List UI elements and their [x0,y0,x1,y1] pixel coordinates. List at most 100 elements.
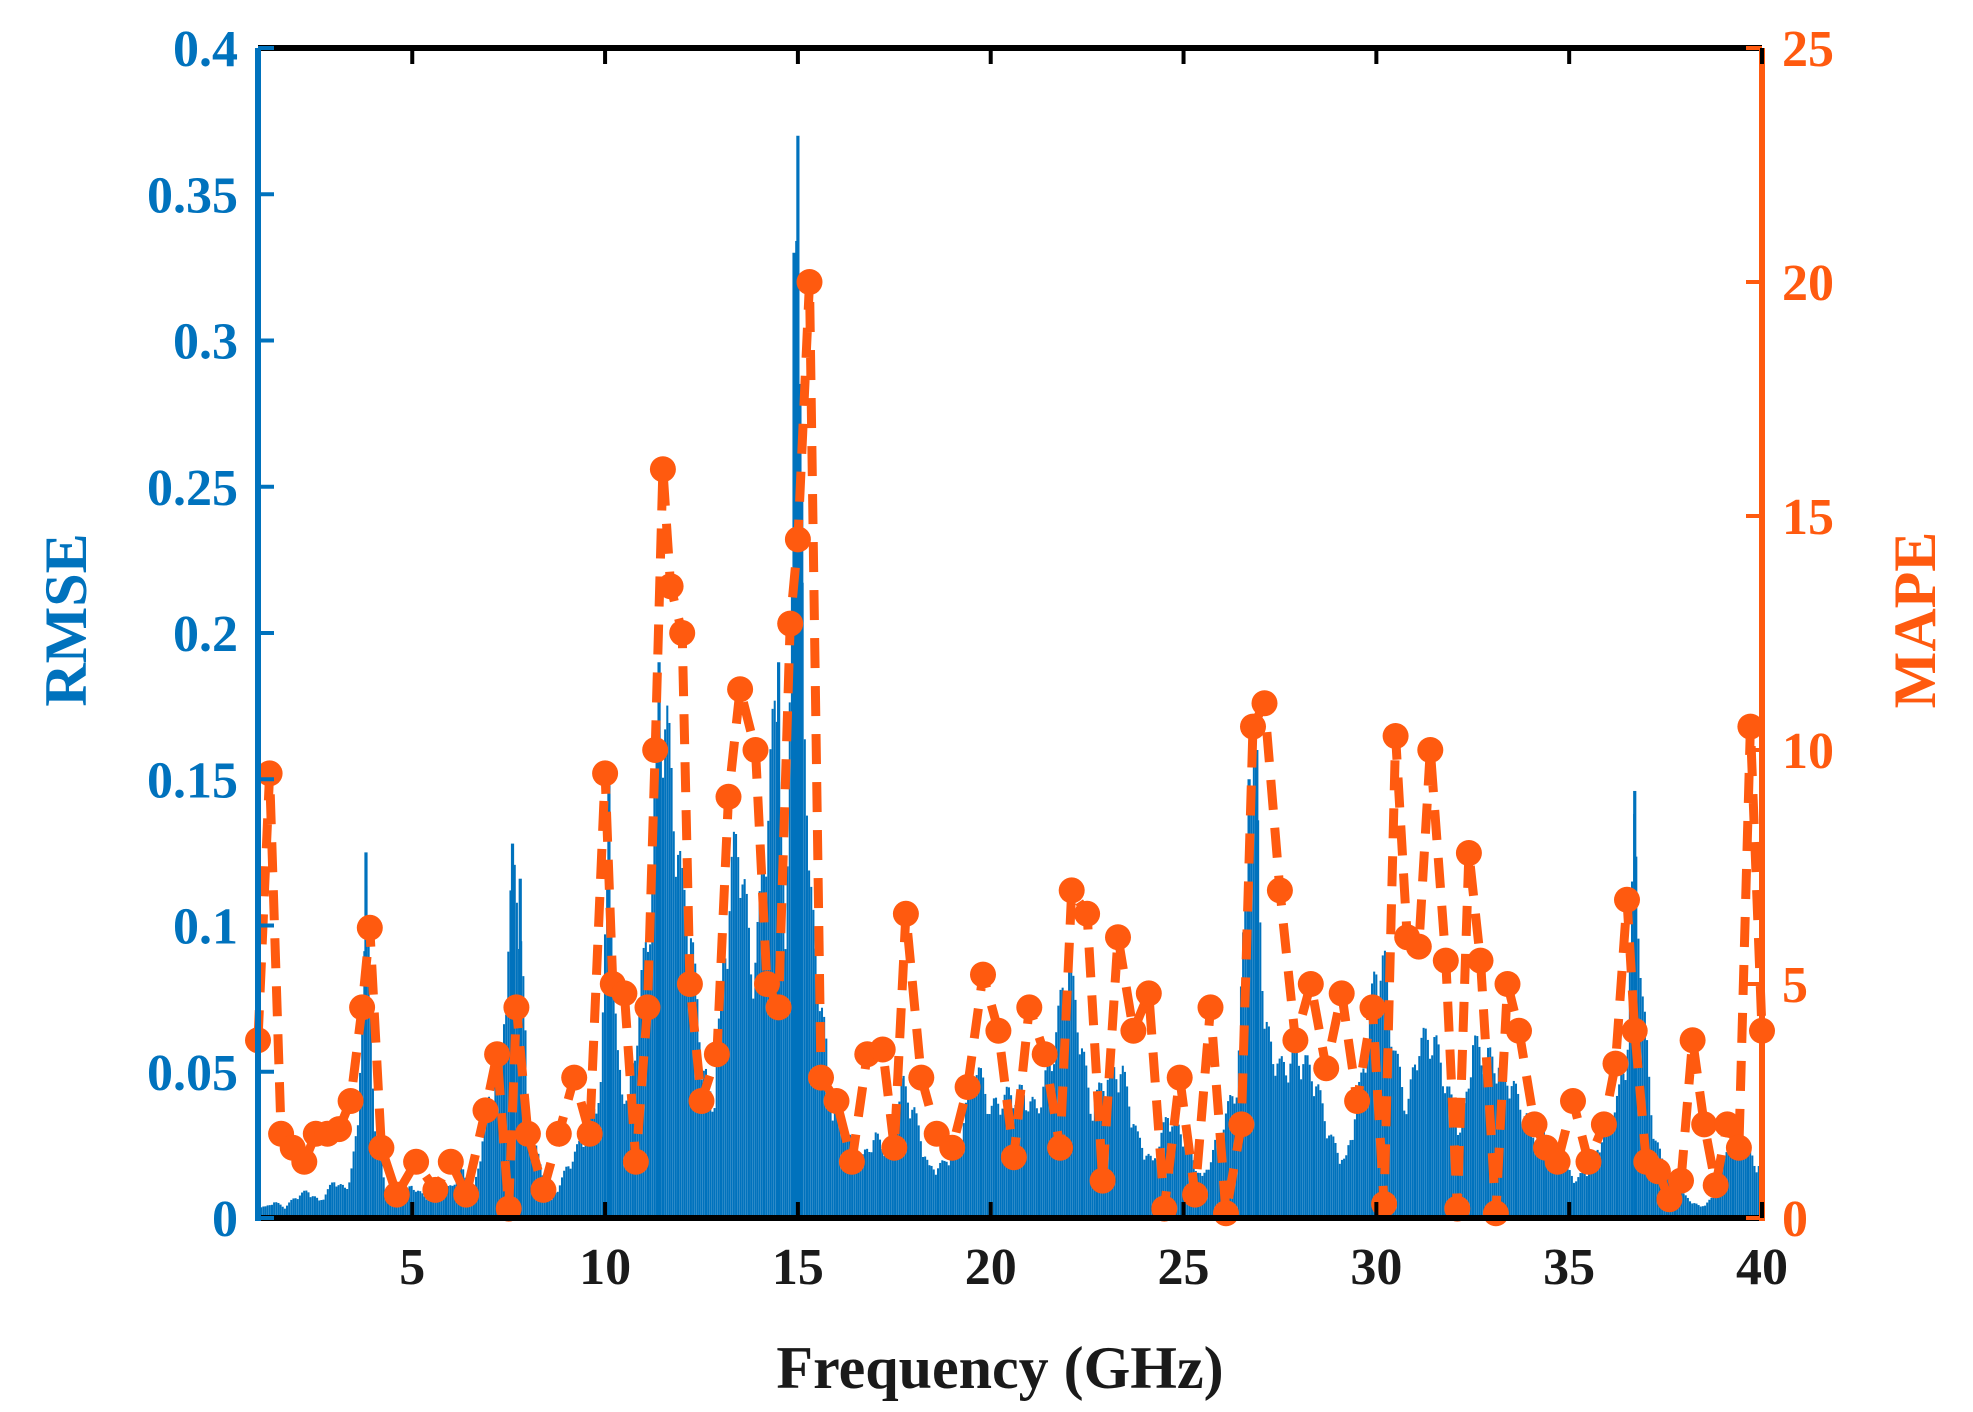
rmse-bar [1566,1166,1569,1218]
rmse-bar [939,1162,942,1218]
rmse-bar [1343,1158,1346,1218]
rmse-bar [887,1147,890,1218]
rmse-bar [313,1196,316,1218]
rmse-bar [812,909,815,1218]
rmse-bar [1302,1064,1305,1218]
rmse-bar [586,1127,589,1218]
rmse-peak-bar [364,852,368,1219]
rmse-bar [1325,1138,1328,1218]
rmse-bar [1334,1142,1337,1218]
rmse-bar [1293,1046,1296,1218]
rmse-bar [765,876,768,1218]
rmse-bar [982,1077,985,1218]
rmse-bar [1330,1134,1333,1218]
mape-point [838,1148,865,1175]
rmse-bar [898,1101,901,1218]
mape-point [383,1181,410,1208]
rmse-bar [881,1149,884,1218]
rmse-bar [309,1197,312,1218]
rmse-bar [732,831,735,1218]
rmse-bar [1250,800,1253,1218]
rmse-bar [1089,1113,1092,1218]
rmse-bar [1682,1193,1685,1218]
rmse-bar [331,1182,334,1218]
rmse-bar [545,1189,548,1218]
rmse-bar [316,1197,319,1218]
rmse-bar [846,1134,849,1218]
rmse-bar [855,1160,858,1218]
rmse-bar [988,1114,991,1218]
rmse-bar [838,1111,841,1218]
x-tick-label: 15 [772,1239,824,1296]
rmse-bar [1078,1054,1081,1218]
mape-line-series [245,269,1775,1227]
mape-point [349,994,376,1021]
rmse-bar [859,1162,862,1218]
mape-point [356,914,383,941]
rmse-bar [391,1197,394,1218]
rmse-bar [288,1202,291,1218]
rmse-bar [1233,1103,1236,1218]
rmse-bar [425,1199,428,1218]
mape-point [796,269,823,295]
rmse-bar [709,1091,712,1218]
rmse-bar [1145,1155,1148,1218]
mape-point [1417,737,1444,763]
mape-point [484,1041,511,1068]
rmse-bar [1491,1056,1494,1218]
rmse-bar [1259,922,1262,1218]
rmse-bar [1186,1142,1189,1218]
rmse-bar [402,1197,405,1218]
rmse-bar [563,1170,566,1218]
rmse-bar [831,1120,834,1218]
rmse-bar [569,1168,572,1218]
rmse-bar [1319,1090,1322,1218]
mape-point [1668,1167,1694,1194]
rmse-bar [737,857,740,1218]
left-tick-label: 0.2 [173,606,238,663]
mape-point [1058,877,1085,904]
rmse-bar [1265,1021,1268,1218]
rmse-bar [1734,1130,1737,1218]
rmse-bar [672,831,675,1218]
rmse-bar [277,1202,280,1218]
rmse-bar [533,1142,536,1218]
rmse-bar [1600,1142,1603,1218]
rmse-bar [786,866,789,1218]
rmse-bar [1429,1058,1432,1218]
rmse-bar [1126,1086,1129,1218]
rmse-bar [857,1167,860,1218]
mape-point [530,1176,557,1203]
rmse-bar [967,1086,970,1218]
rmse-bar [1351,1139,1354,1218]
rmse-bar [928,1165,931,1218]
rmse-bar [885,1149,888,1218]
rmse-bar [481,1141,484,1218]
rmse-bar [960,1140,963,1218]
mape-point [642,737,669,763]
rmse-bar [1285,1075,1288,1218]
rmse-bar [554,1192,557,1218]
rmse-peak-bar [796,135,800,1218]
x-tick-label: 35 [1543,1239,1595,1296]
rmse-bar [1751,1155,1754,1218]
rmse-bar [1740,1135,1743,1218]
rmse-bar [848,1134,851,1218]
left-y-axis-title: RMSE [33,533,99,706]
rmse-bar [1504,1069,1507,1218]
rmse-bar [1306,1055,1309,1218]
rmse-bar [728,911,731,1218]
rmse-bar [414,1191,417,1218]
rmse-bar [958,1139,961,1218]
rmse-bar [264,1206,267,1218]
rmse-bar [429,1199,432,1218]
x-tick-label: 10 [579,1239,631,1296]
mape-point [754,971,780,997]
rmse-bar [1497,1067,1500,1218]
rmse-bar [1274,1075,1277,1218]
mape-point [368,1134,395,1161]
rmse-bar [1594,1151,1597,1218]
rmse-bar [290,1199,293,1218]
rmse-bar [1154,1158,1157,1218]
rmse-bar [679,850,682,1218]
